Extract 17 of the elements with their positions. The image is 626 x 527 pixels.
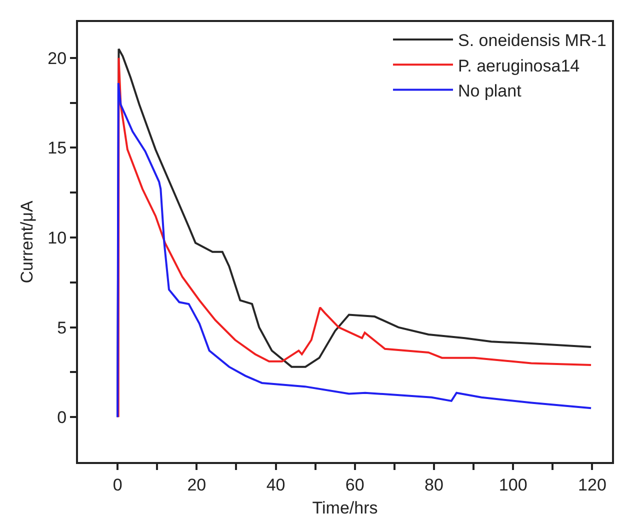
y-axis-title: Current/μA — [18, 200, 37, 284]
x-tick-label: 80 — [424, 475, 444, 494]
x-tick-label: 40 — [266, 475, 286, 494]
x-tick-label: 20 — [187, 475, 206, 494]
x-tick-label: 120 — [578, 475, 606, 494]
legend-label: No plant — [458, 81, 522, 100]
x-axis-title: Time/hrs — [312, 498, 378, 518]
x-tick-label: 100 — [498, 475, 528, 494]
x-tick-label: 60 — [345, 475, 364, 494]
legend-label: S. oneidensis MR-1 — [458, 31, 606, 50]
y-tick-label: 10 — [48, 228, 67, 248]
legend-label: P. aeruginosa14 — [458, 56, 580, 76]
y-tick-label: 20 — [48, 48, 67, 68]
x-tick-label: 0 — [112, 475, 122, 494]
y-tick-label: 15 — [48, 138, 67, 158]
y-tick-label: 5 — [57, 318, 67, 338]
y-tick-label: 0 — [57, 408, 67, 428]
